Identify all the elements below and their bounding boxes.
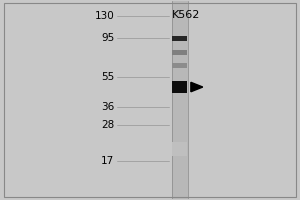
Text: K562: K562: [172, 10, 200, 20]
Text: 130: 130: [94, 11, 114, 21]
Text: 95: 95: [101, 33, 114, 43]
FancyBboxPatch shape: [172, 50, 188, 55]
Text: 28: 28: [101, 120, 114, 130]
FancyBboxPatch shape: [172, 81, 188, 93]
Text: 36: 36: [101, 102, 114, 112]
FancyBboxPatch shape: [172, 63, 188, 68]
FancyBboxPatch shape: [172, 1, 188, 199]
FancyBboxPatch shape: [172, 142, 188, 156]
FancyBboxPatch shape: [172, 36, 188, 41]
Text: 55: 55: [101, 72, 114, 82]
Text: 17: 17: [101, 156, 114, 166]
Polygon shape: [191, 82, 203, 92]
